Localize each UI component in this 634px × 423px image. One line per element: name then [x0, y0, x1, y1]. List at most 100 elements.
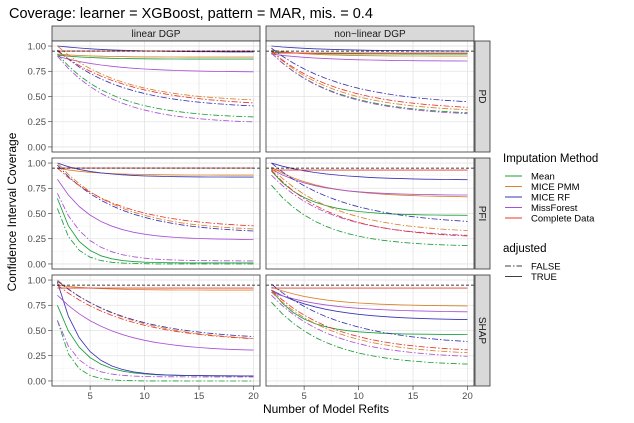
legend-label: TRUE [531, 272, 557, 283]
y-tick-label: 0.75 [28, 184, 47, 195]
legend-title-adjusted: adjusted [503, 243, 546, 255]
series-line [271, 286, 468, 307]
y-tick-label: 0.75 [28, 301, 47, 312]
series-line [271, 283, 468, 342]
legend-label: MICE PMM [531, 182, 580, 193]
series-line [271, 301, 468, 365]
legend-label: FALSE [531, 261, 561, 272]
y-tick-label: 0.50 [28, 209, 47, 220]
series-line [57, 167, 254, 227]
y-tick-label: 1.00 [28, 158, 47, 169]
series-line [57, 53, 254, 58]
row-strip [474, 40, 491, 153]
series-line [57, 198, 254, 264]
series-line [271, 291, 468, 354]
y-tick-label: 0.00 [28, 376, 47, 387]
series-line [57, 162, 254, 178]
y-tick-label: 0.00 [28, 259, 47, 270]
x-tick-label: 20 [462, 391, 473, 402]
series-line [271, 162, 468, 222]
series-line [271, 289, 468, 321]
series-line [271, 52, 468, 114]
x-tick-label: 15 [408, 391, 419, 402]
series-line [271, 289, 468, 335]
x-tick-label: 10 [353, 391, 364, 402]
series-line [56, 281, 254, 377]
panel-border [51, 274, 261, 387]
series-line [57, 54, 254, 60]
series-line [57, 50, 254, 104]
x-axis-title: Number of Model Refits [263, 402, 389, 416]
legend-label: Complete Data [531, 213, 595, 224]
series-line [271, 49, 468, 57]
facet-panel [265, 274, 475, 387]
row-strip [474, 157, 491, 270]
panel-border [265, 157, 475, 270]
series-line [271, 291, 468, 313]
series-line [271, 170, 468, 216]
panel-border [51, 40, 261, 153]
legend-label: MissForest [531, 203, 578, 214]
series-line [271, 45, 468, 52]
y-tick-label: 0.50 [28, 326, 47, 337]
legend-title-imputation: Imputation Method [503, 153, 598, 165]
series-line [271, 162, 468, 181]
series-line [57, 320, 254, 378]
legend-label: Mean [531, 171, 555, 182]
row-strip-label: SHAP [476, 317, 487, 345]
column-strip-label: non−linear DGP [334, 29, 406, 40]
x-tick-label: 5 [301, 391, 306, 402]
legend-label: MICE RF [531, 192, 570, 203]
y-tick-label: 1.00 [28, 41, 47, 52]
y-tick-label: 0.25 [28, 351, 47, 362]
column-strip-label: linear DGP [132, 29, 181, 40]
y-tick-label: 1.00 [28, 275, 47, 286]
x-tick-label: 20 [248, 391, 259, 402]
facet-panel [265, 40, 475, 153]
facet-panels: linear DGP non−linear DGP PD PFI SHAP 0.00 0.2… [28, 25, 491, 402]
facet-panel [51, 157, 261, 270]
series-line [271, 50, 468, 111]
facet-panel [265, 157, 475, 270]
series-line [271, 52, 468, 115]
series-line [57, 53, 254, 118]
series-line [271, 47, 468, 103]
y-tick-label: 0.25 [28, 117, 47, 128]
row-strip [474, 274, 491, 387]
series-line [57, 294, 254, 351]
facet-panel [51, 274, 261, 387]
series-line [271, 294, 468, 357]
series-line [57, 164, 254, 232]
chart-title: Coverage: learner = XGBoost, pattern = M… [9, 6, 373, 22]
x-tick-label: 10 [139, 391, 150, 402]
series-line [56, 320, 254, 382]
series-line [57, 208, 254, 265]
series-line [271, 50, 468, 108]
y-axis-title: Confidence Interval Coverage [5, 132, 19, 291]
series-line [271, 174, 468, 236]
y-tick-label: 0.75 [28, 67, 47, 78]
series-line [271, 166, 468, 198]
series-line [57, 162, 254, 230]
series-line [271, 169, 468, 237]
panel-border [51, 157, 261, 270]
facet-panel [51, 40, 261, 153]
x-tick-label: 5 [87, 391, 92, 402]
panel-border [265, 274, 475, 387]
series-line [57, 284, 254, 340]
series-line [57, 49, 254, 107]
y-tick-label: 0.25 [28, 234, 47, 245]
series-line [57, 45, 254, 101]
row-strip-label: PD [476, 90, 487, 104]
series-line [57, 178, 254, 240]
series-line [271, 168, 468, 196]
series-line [57, 193, 254, 262]
series-line [57, 167, 254, 176]
series-line [271, 53, 468, 62]
series-line [57, 280, 254, 338]
y-tick-label: 0.50 [28, 92, 47, 103]
x-tick-label: 15 [194, 391, 205, 402]
row-strip-label: PFI [476, 206, 487, 222]
